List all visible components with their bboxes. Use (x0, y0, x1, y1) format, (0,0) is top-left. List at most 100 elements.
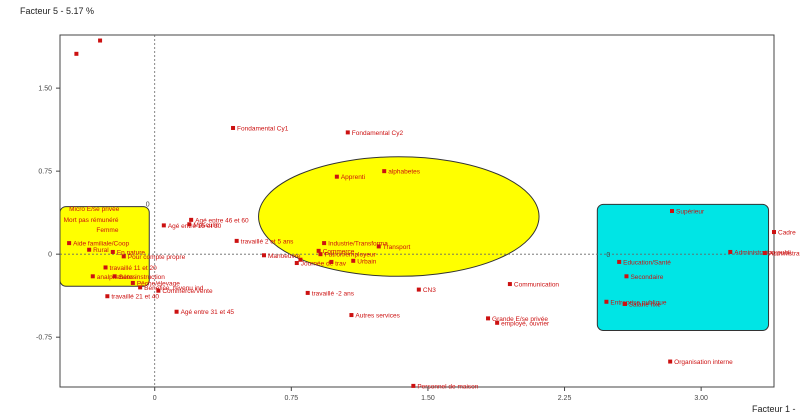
point-marker (234, 238, 239, 243)
data-point: employé, ouvrier (495, 320, 550, 327)
point-marker (322, 241, 327, 246)
point-label: Fondamental Cy2 (352, 130, 404, 137)
point-marker (298, 257, 303, 262)
point-label: Pêche/élevage (137, 280, 180, 287)
annotation-label: Micro E/se privée (69, 206, 120, 213)
point-marker (105, 294, 110, 299)
data-point: Administration (762, 251, 800, 258)
point-marker (334, 174, 339, 179)
point-label: Administration (769, 251, 800, 258)
point-marker (376, 244, 381, 249)
point-marker (98, 38, 103, 43)
data-point: CN3 (416, 287, 436, 294)
data-point (98, 38, 103, 43)
point-marker (604, 299, 609, 304)
point-marker (670, 209, 674, 213)
point-marker (112, 274, 117, 279)
point-marker (187, 222, 192, 227)
point-label: Salarié fixe (629, 301, 662, 308)
point-label: Patron/employeur (324, 252, 376, 259)
data-point: Sans instruction (112, 274, 165, 281)
data-point: Transport (376, 244, 411, 251)
point-marker (772, 230, 776, 235)
point-marker (231, 125, 236, 130)
point-label: Communication (514, 282, 560, 289)
point-marker (138, 285, 143, 290)
annotation-layer: Micro E/se privée Mort pas rémunéré Femme (64, 206, 120, 234)
data-point: Commerce (316, 248, 355, 255)
point-marker (349, 313, 354, 318)
point-label: Manoeuvre (268, 253, 301, 260)
point-marker (130, 280, 135, 285)
data-point: Entreprise publique (604, 299, 667, 306)
data-point: Industrie/Transforma (322, 241, 388, 248)
points-layer: Fondamental Cy1 Fondamental Cy2 alphabetes… (67, 38, 800, 390)
data-point: analphabètes (90, 274, 137, 281)
point-marker (316, 248, 321, 253)
data-point: travaillé 11 et 20 (103, 265, 158, 272)
point-label: Commerce (323, 248, 355, 255)
highlight-layer (59, 156, 770, 332)
y-tick-label: -0.75 (36, 335, 52, 342)
point-label: Secondaire (630, 274, 663, 281)
point-label: Agé entre 31 et 45 (181, 309, 235, 316)
data-point: Fondamental Cy1 (231, 125, 289, 132)
point-label: travaillé 21 et 40 (111, 294, 159, 301)
point-label: Personnel de maison (417, 383, 478, 390)
point-label: Journée de trav (301, 261, 347, 268)
point-label: Organisation interne (674, 359, 733, 366)
data-point: travaillé 21 et 40 (105, 294, 159, 301)
zero-marker-label: 0 (146, 202, 150, 209)
data-point: Grande E/se privée (486, 316, 548, 323)
point-label: Rural (93, 247, 109, 254)
point-marker (668, 359, 673, 364)
data-point: travaillé 2 et 5 ans (234, 238, 295, 245)
x-ticks: 0 0.75 1.50 2.25 3.00 (153, 387, 708, 402)
point-label: Supérieur (676, 209, 705, 216)
data-point: Pêche/élevage (130, 280, 180, 287)
point-label: alphabetes (388, 169, 421, 176)
point-marker (416, 287, 421, 292)
point-marker (110, 249, 115, 254)
data-point: Urbain (351, 258, 377, 265)
point-label: Masculin (193, 222, 219, 229)
point-label: travaillé 2 et 5 ans (241, 238, 295, 245)
point-label: Apprenti (341, 174, 365, 181)
point-label: Cadre (778, 230, 796, 237)
data-point: En nature (110, 249, 146, 256)
point-label: Entreprise publique (610, 299, 666, 306)
point-label: Administration publi (734, 249, 791, 256)
x-tick-label: 2.25 (558, 395, 572, 402)
point-label: Agé entre 46 et 60 (195, 217, 249, 224)
point-label: Aide familiale/Coop (73, 241, 129, 248)
point-marker (161, 223, 166, 228)
point-label: Urbain (357, 258, 377, 265)
data-point: Rural (87, 247, 109, 254)
data-point: Cadre (772, 230, 796, 237)
data-point: Supérieur (670, 209, 705, 216)
data-point: Masculin (187, 222, 219, 229)
point-label: travaillé 11 et 20 (110, 265, 158, 272)
point-label: CN3 (423, 287, 436, 294)
point-marker (382, 169, 387, 174)
x-tick-label: 3.00 (694, 395, 708, 402)
highlight-ellipse-1 (258, 156, 540, 277)
data-point (74, 51, 79, 56)
point-label: Fondamental Cy1 (237, 125, 289, 132)
highlight-rect-2 (596, 203, 770, 332)
data-point: Fondamental Cy2 (345, 130, 404, 137)
data-point: Organisation interne (668, 359, 733, 366)
point-label: employé, ouvrier (501, 320, 550, 327)
x-tick-label: 0 (153, 395, 157, 402)
point-marker (305, 290, 310, 295)
data-point: travaillé -2 ans (305, 290, 355, 297)
point-marker (486, 316, 491, 321)
point-label: En nature (117, 249, 146, 256)
plot-frame (59, 34, 775, 388)
data-point: Agé entre 31 et 45 (174, 309, 235, 316)
data-point: Education/Santé (617, 259, 671, 266)
y-axis-title: Facteur 5 - 5.17 % (20, 6, 94, 16)
point-label: Bénéfice, revenu ind (144, 285, 204, 292)
data-point: Agé entre 15 et 30 (161, 223, 222, 230)
